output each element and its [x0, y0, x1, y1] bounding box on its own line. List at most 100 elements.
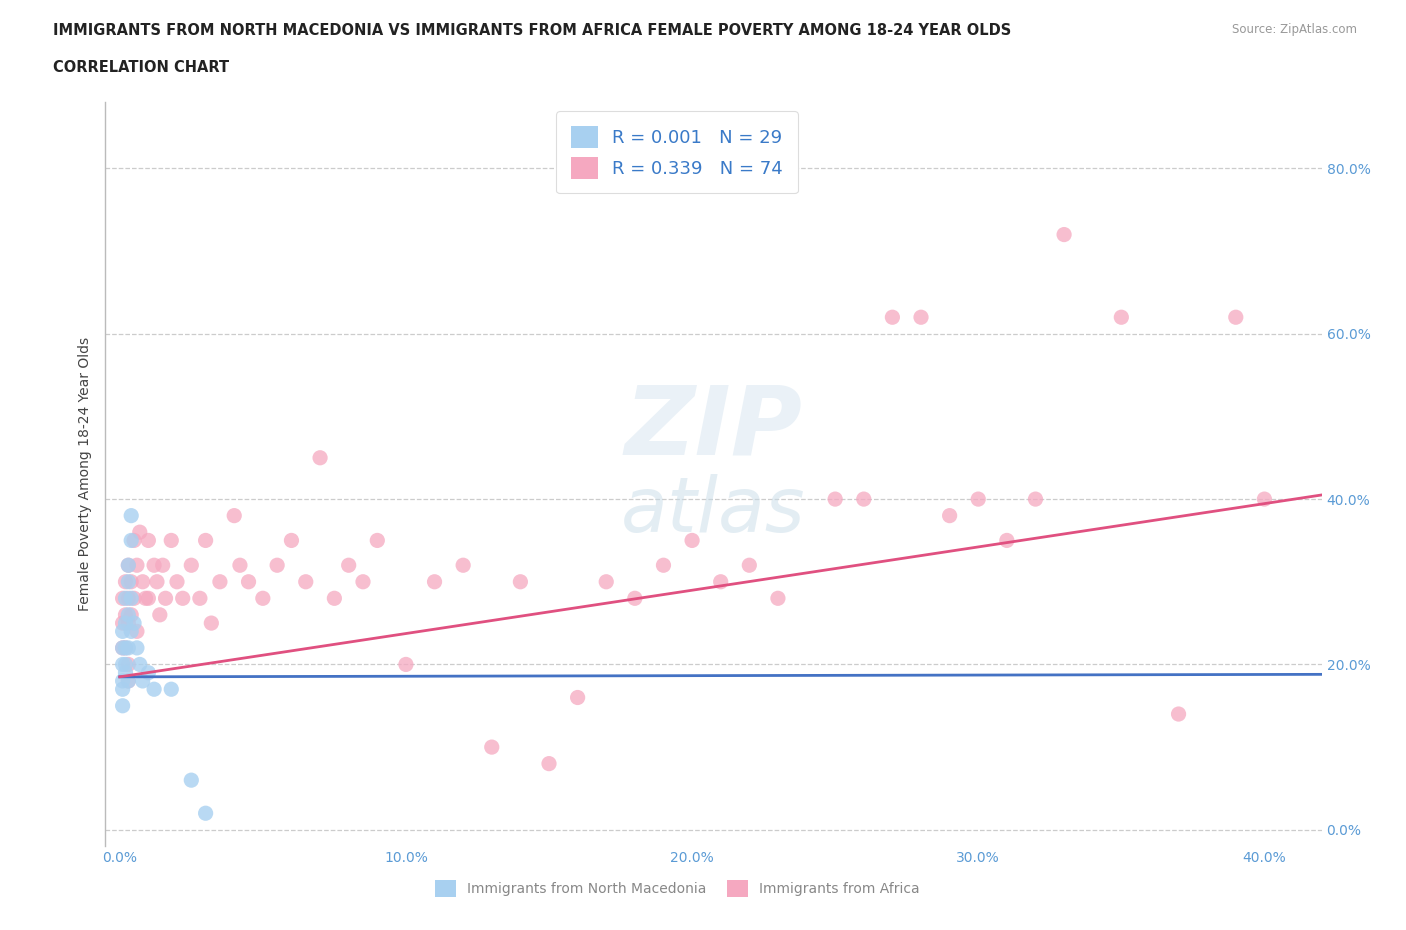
Point — [710, 575, 733, 590]
Point — [111, 591, 134, 605]
Point — [188, 591, 211, 605]
Point — [967, 492, 990, 507]
Point — [117, 558, 139, 573]
Point — [120, 607, 142, 622]
Point — [938, 508, 960, 523]
Point — [352, 575, 374, 590]
Point — [882, 310, 904, 325]
Point — [266, 558, 288, 573]
Point — [128, 657, 150, 671]
Point — [111, 641, 134, 656]
Point — [910, 310, 932, 325]
Point — [995, 533, 1018, 548]
Point — [208, 575, 231, 590]
Point — [122, 591, 145, 605]
Point — [509, 575, 531, 590]
Text: CORRELATION CHART: CORRELATION CHART — [53, 60, 229, 75]
Legend: R = 0.001   N = 29, R = 0.339   N = 74: R = 0.001 N = 29, R = 0.339 N = 74 — [557, 112, 797, 193]
Point — [180, 773, 202, 788]
Point — [824, 492, 846, 507]
Point — [624, 591, 647, 605]
Point — [125, 558, 148, 573]
Point — [252, 591, 274, 605]
Point — [111, 641, 134, 656]
Point — [309, 450, 332, 465]
Point — [143, 558, 166, 573]
Point — [134, 591, 156, 605]
Point — [117, 641, 139, 656]
Point — [224, 508, 246, 523]
Point — [652, 558, 675, 573]
Point — [766, 591, 789, 605]
Point — [120, 624, 142, 639]
Point — [567, 690, 589, 705]
Point — [366, 533, 388, 548]
Point — [852, 492, 875, 507]
Point — [194, 805, 217, 820]
Point — [738, 558, 761, 573]
Point — [1053, 227, 1076, 242]
Point — [138, 533, 160, 548]
Point — [152, 558, 174, 573]
Point — [138, 591, 160, 605]
Point — [125, 641, 148, 656]
Point — [160, 682, 183, 697]
Point — [1253, 492, 1275, 507]
Point — [125, 624, 148, 639]
Point — [111, 682, 134, 697]
Text: IMMIGRANTS FROM NORTH MACEDONIA VS IMMIGRANTS FROM AFRICA FEMALE POVERTY AMONG 1: IMMIGRANTS FROM NORTH MACEDONIA VS IMMIG… — [53, 23, 1012, 38]
Point — [114, 616, 136, 631]
Point — [128, 525, 150, 539]
Point — [1225, 310, 1247, 325]
Point — [194, 533, 217, 548]
Point — [111, 698, 134, 713]
Point — [117, 575, 139, 590]
Point — [395, 657, 418, 671]
Point — [114, 665, 136, 680]
Point — [117, 558, 139, 573]
Text: atlas: atlas — [621, 474, 806, 549]
Point — [122, 616, 145, 631]
Point — [149, 607, 172, 622]
Point — [200, 616, 222, 631]
Point — [114, 607, 136, 622]
Point — [131, 575, 153, 590]
Point — [120, 533, 142, 548]
Point — [114, 641, 136, 656]
Point — [323, 591, 346, 605]
Point — [120, 591, 142, 605]
Point — [166, 575, 188, 590]
Point — [143, 682, 166, 697]
Point — [117, 591, 139, 605]
Point — [138, 665, 160, 680]
Point — [120, 575, 142, 590]
Point — [117, 657, 139, 671]
Point — [229, 558, 252, 573]
Text: Source: ZipAtlas.com: Source: ZipAtlas.com — [1232, 23, 1357, 36]
Point — [117, 673, 139, 688]
Point — [111, 624, 134, 639]
Point — [537, 756, 560, 771]
Point — [180, 558, 202, 573]
Point — [160, 533, 183, 548]
Point — [146, 575, 169, 590]
Point — [681, 533, 703, 548]
Point — [114, 641, 136, 656]
Point — [1024, 492, 1046, 507]
Point — [117, 673, 139, 688]
Point — [111, 616, 134, 631]
Point — [238, 575, 260, 590]
Point — [595, 575, 617, 590]
Point — [111, 657, 134, 671]
Point — [280, 533, 302, 548]
Point — [172, 591, 194, 605]
Text: ZIP: ZIP — [624, 381, 803, 474]
Point — [114, 575, 136, 590]
Point — [155, 591, 177, 605]
Point — [451, 558, 474, 573]
Point — [423, 575, 446, 590]
Point — [1167, 707, 1189, 722]
Point — [114, 657, 136, 671]
Point — [122, 533, 145, 548]
Point — [117, 607, 139, 622]
